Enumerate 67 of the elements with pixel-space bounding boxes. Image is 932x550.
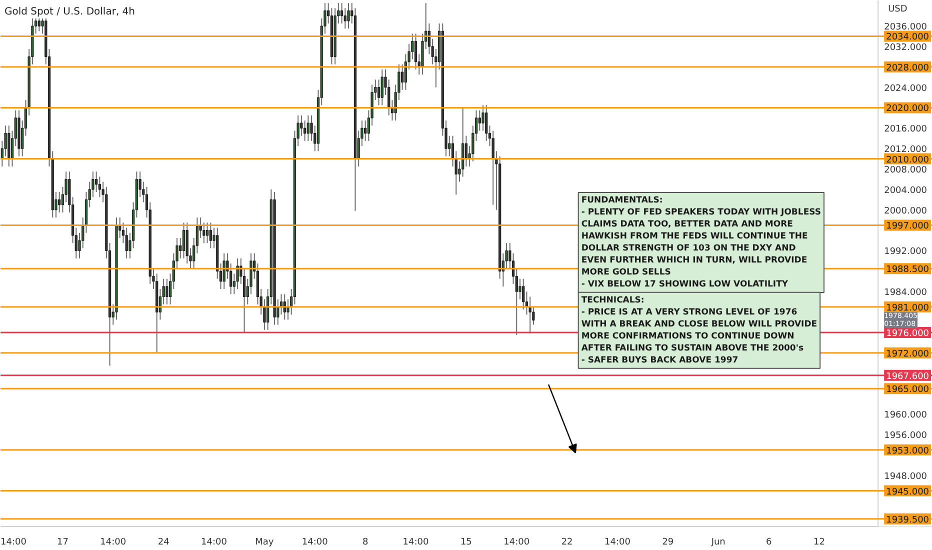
- x-tick-label: 22: [561, 538, 573, 548]
- text: Gold Spot / U.S. Dollar, 4h: [4, 6, 136, 18]
- candlestick: [38, 18, 40, 32]
- y-tick-label: 1948.000: [884, 472, 928, 482]
- annotation: TECHNICALS: - PRICE IS AT A VERY STRONG LEVEL OF 1976 WITH A BREAK AND CLOSE BELOW WILL PROVIDE MORE CONFIRMATIONS TO CONTINUE DOWN AFTER FAILING TO SUSTAIN ABOVE THE 2000's - SAFER BUYS BACK ABOVE 1997: [581, 295, 818, 366]
- x-tick-label: 14:00: [0, 538, 27, 548]
- ref-line-label: 1965.000: [886, 385, 930, 396]
- y-tick-label: 1992.000: [884, 247, 928, 258]
- y-tick-label: 1956.000: [884, 431, 928, 442]
- y-tick-label: 1984.000: [884, 288, 928, 298]
- x-tick-label: 29: [662, 538, 674, 548]
- candlestick: [58, 192, 61, 213]
- ref-line-label: 1988.500: [886, 265, 930, 276]
- ref-line-label: 1981.000: [886, 303, 930, 314]
- annotation: FUNDAMENTALS: - PLENTY OF FED SPEAKERS TODAY WITH JOBLESS CLAIMS DATA TOO, BETTER DATA AND MORE HAWKISH FROM THE FEDS WILL CONTINUE THE DOLLAR STRENGTH OF 103 ON THE DXY AND EVEN FURTHER WHICH IN TURN, WILL PROVIDE MORE GOLD SELLS - VIX BELOW 17 SHOWING LOW VOLATILITY: [581, 195, 822, 290]
- candlestick: [380, 68, 384, 106]
- ref-line-label: 1976.000: [886, 328, 930, 339]
- x-tick-label: 14:00: [100, 538, 126, 548]
- ref-line-label: 1997.000: [886, 222, 930, 232]
- candlestick: [364, 120, 367, 142]
- x-tick-label: 14:00: [402, 538, 429, 548]
- ref-line-label: 1945.000: [886, 487, 930, 498]
- ref-line-label: 2028.000: [886, 63, 930, 74]
- candlestick: [377, 79, 380, 106]
- y-tick-label: 2024.000: [884, 84, 928, 94]
- candlestick: [95, 171, 98, 193]
- candlestick: [206, 222, 209, 244]
- y-tick-label: 2036.000: [884, 22, 928, 33]
- ref-line-label: 1953.000: [886, 446, 930, 456]
- candlestick: [236, 258, 239, 290]
- candlestick: [464, 135, 468, 167]
- ref-line-label: 2010.000: [886, 155, 930, 166]
- ref-line-label: 2034.000: [886, 32, 930, 43]
- x-tick-label: 8: [362, 538, 368, 548]
- x-tick-label: Jun: [710, 538, 726, 548]
- candlestick: [482, 104, 484, 132]
- candlestick: [306, 114, 310, 142]
- x-tick-label: 14:00: [604, 538, 631, 548]
- y-tick-label: 2012.000: [884, 145, 928, 156]
- candlestick: [166, 278, 168, 305]
- y-axis-title: USD: [888, 4, 908, 14]
- y-tick-label: 2032.000: [884, 42, 928, 53]
- candlestick: [401, 64, 404, 90]
- y-tick-label: 1960.000: [884, 410, 928, 421]
- y-tick-label: 2016.000: [884, 124, 928, 135]
- y-tick-label: 2008.000: [884, 166, 928, 176]
- x-tick-label: 17: [56, 538, 68, 548]
- candlestick: [182, 222, 186, 259]
- y-tick-label: 2000.000: [884, 206, 928, 216]
- ref-line-label: 1972.000: [886, 349, 930, 360]
- candlestick: [347, 2, 350, 30]
- ref-line-label: 1939.500: [886, 515, 930, 526]
- candlestick: [518, 278, 522, 300]
- candlestick: [125, 227, 128, 259]
- candlestick: [209, 222, 212, 249]
- x-tick-label: 14:00: [504, 538, 530, 548]
- x-tick-label: 6: [766, 538, 772, 548]
- x-tick-label: May: [255, 538, 274, 548]
- candlestick: [478, 110, 481, 132]
- x-tick-label: 12: [814, 538, 825, 548]
- x-tick-label: 14:00: [201, 538, 228, 548]
- x-tick-label: 14:00: [302, 538, 328, 548]
- x-tick-label: 24: [158, 538, 170, 548]
- ref-line-label: 1967.600: [886, 372, 930, 382]
- x-tick-label: 15: [460, 538, 472, 548]
- ref-line-label: 2020.000: [886, 104, 930, 114]
- y-tick-label: 2004.000: [884, 186, 928, 196]
